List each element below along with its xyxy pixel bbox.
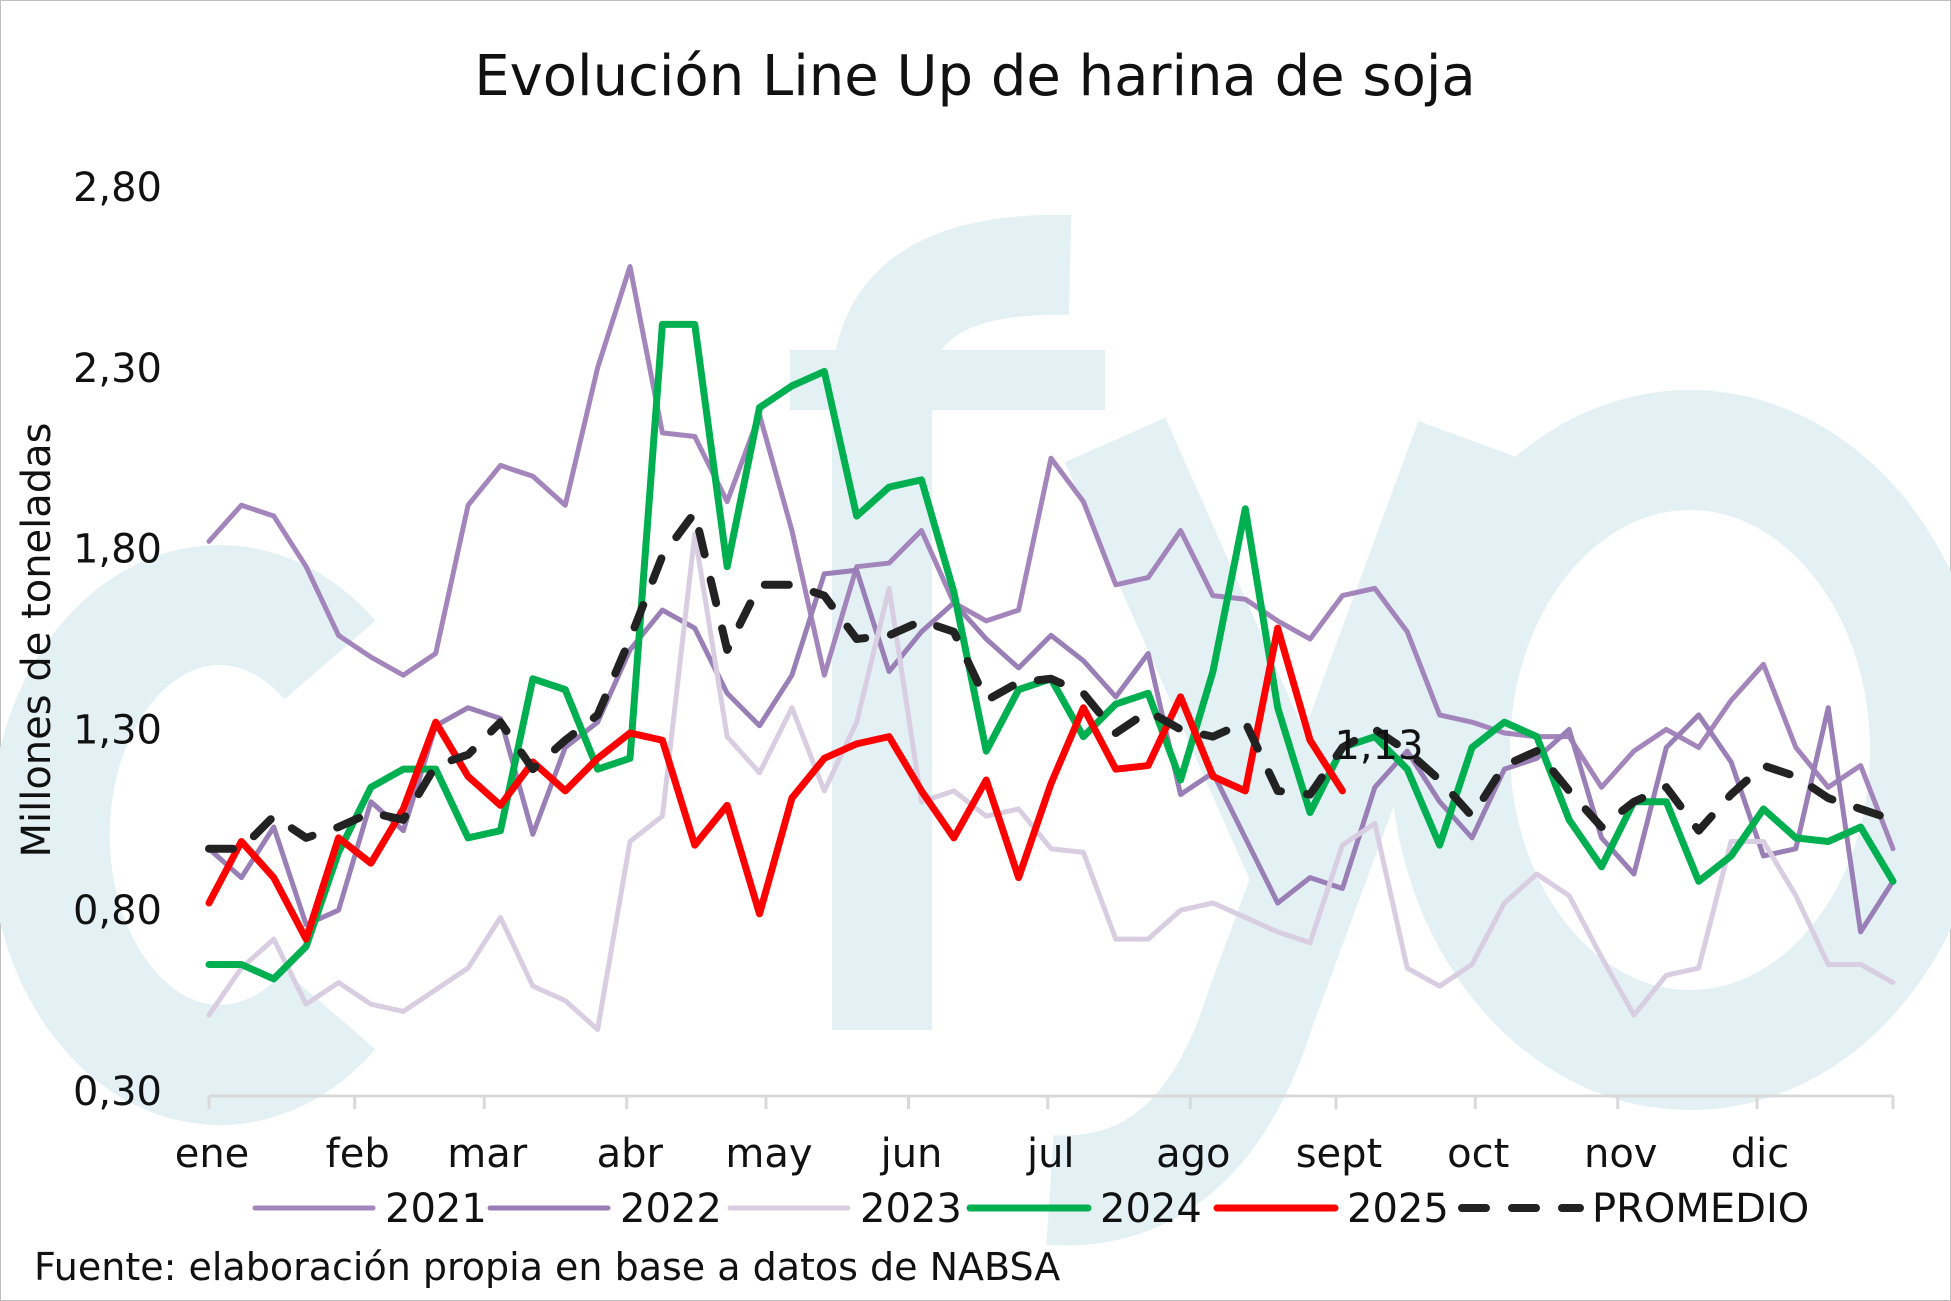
y-tick-label: 0,80	[73, 888, 162, 934]
legend-label-promedio: PROMEDIO	[1592, 1186, 1809, 1232]
y-tick-label: 0,30	[73, 1069, 162, 1115]
watermark-letter-y-tail	[1046, 420, 1522, 1246]
legend-label-2022: 2022	[620, 1186, 722, 1232]
data-label: 1,13	[1334, 723, 1423, 769]
watermark-logo	[0, 214, 1951, 1246]
y-tick-label: 2,80	[73, 165, 162, 211]
x-tick-label-sept: sept	[1296, 1131, 1383, 1177]
x-tick-label-mar: mar	[447, 1131, 527, 1177]
series-line-2022	[206, 567, 1896, 935]
x-tick-label-jun: jun	[880, 1131, 943, 1177]
series-line-promedio	[205, 508, 1897, 853]
x-tick-label-oct: oct	[1447, 1131, 1509, 1177]
y-axis-title: Millones de toneladas	[14, 422, 60, 857]
source-note: Fuente: elaboración propia en base a dat…	[34, 1245, 1060, 1289]
legend-label-2021: 2021	[385, 1186, 487, 1232]
y-tick-label: 1,80	[73, 527, 162, 573]
x-tick-label-feb: feb	[326, 1131, 390, 1177]
y-tick-label: 1,30	[73, 707, 162, 753]
x-tick-label-ago: ago	[1156, 1131, 1230, 1177]
legend-label-2025: 2025	[1347, 1186, 1449, 1232]
x-tick-label-may: may	[725, 1131, 812, 1177]
x-tick-label-nov: nov	[1584, 1131, 1658, 1177]
y-tick-label: 2,30	[73, 346, 162, 392]
chart-title: Evolución Line Up de harina de soja	[474, 44, 1476, 109]
x-tick-label-jul: jul	[1026, 1131, 1075, 1177]
x-tick-label-abr: abr	[597, 1131, 664, 1177]
watermark-letter-c	[0, 545, 376, 1125]
legend-label-2024: 2024	[1100, 1186, 1202, 1232]
watermark-letter-o	[1390, 390, 1951, 1110]
x-tick-label-dic: dic	[1731, 1131, 1790, 1177]
legend-label-2023: 2023	[860, 1186, 962, 1232]
x-tick-label-ene: ene	[175, 1131, 250, 1177]
